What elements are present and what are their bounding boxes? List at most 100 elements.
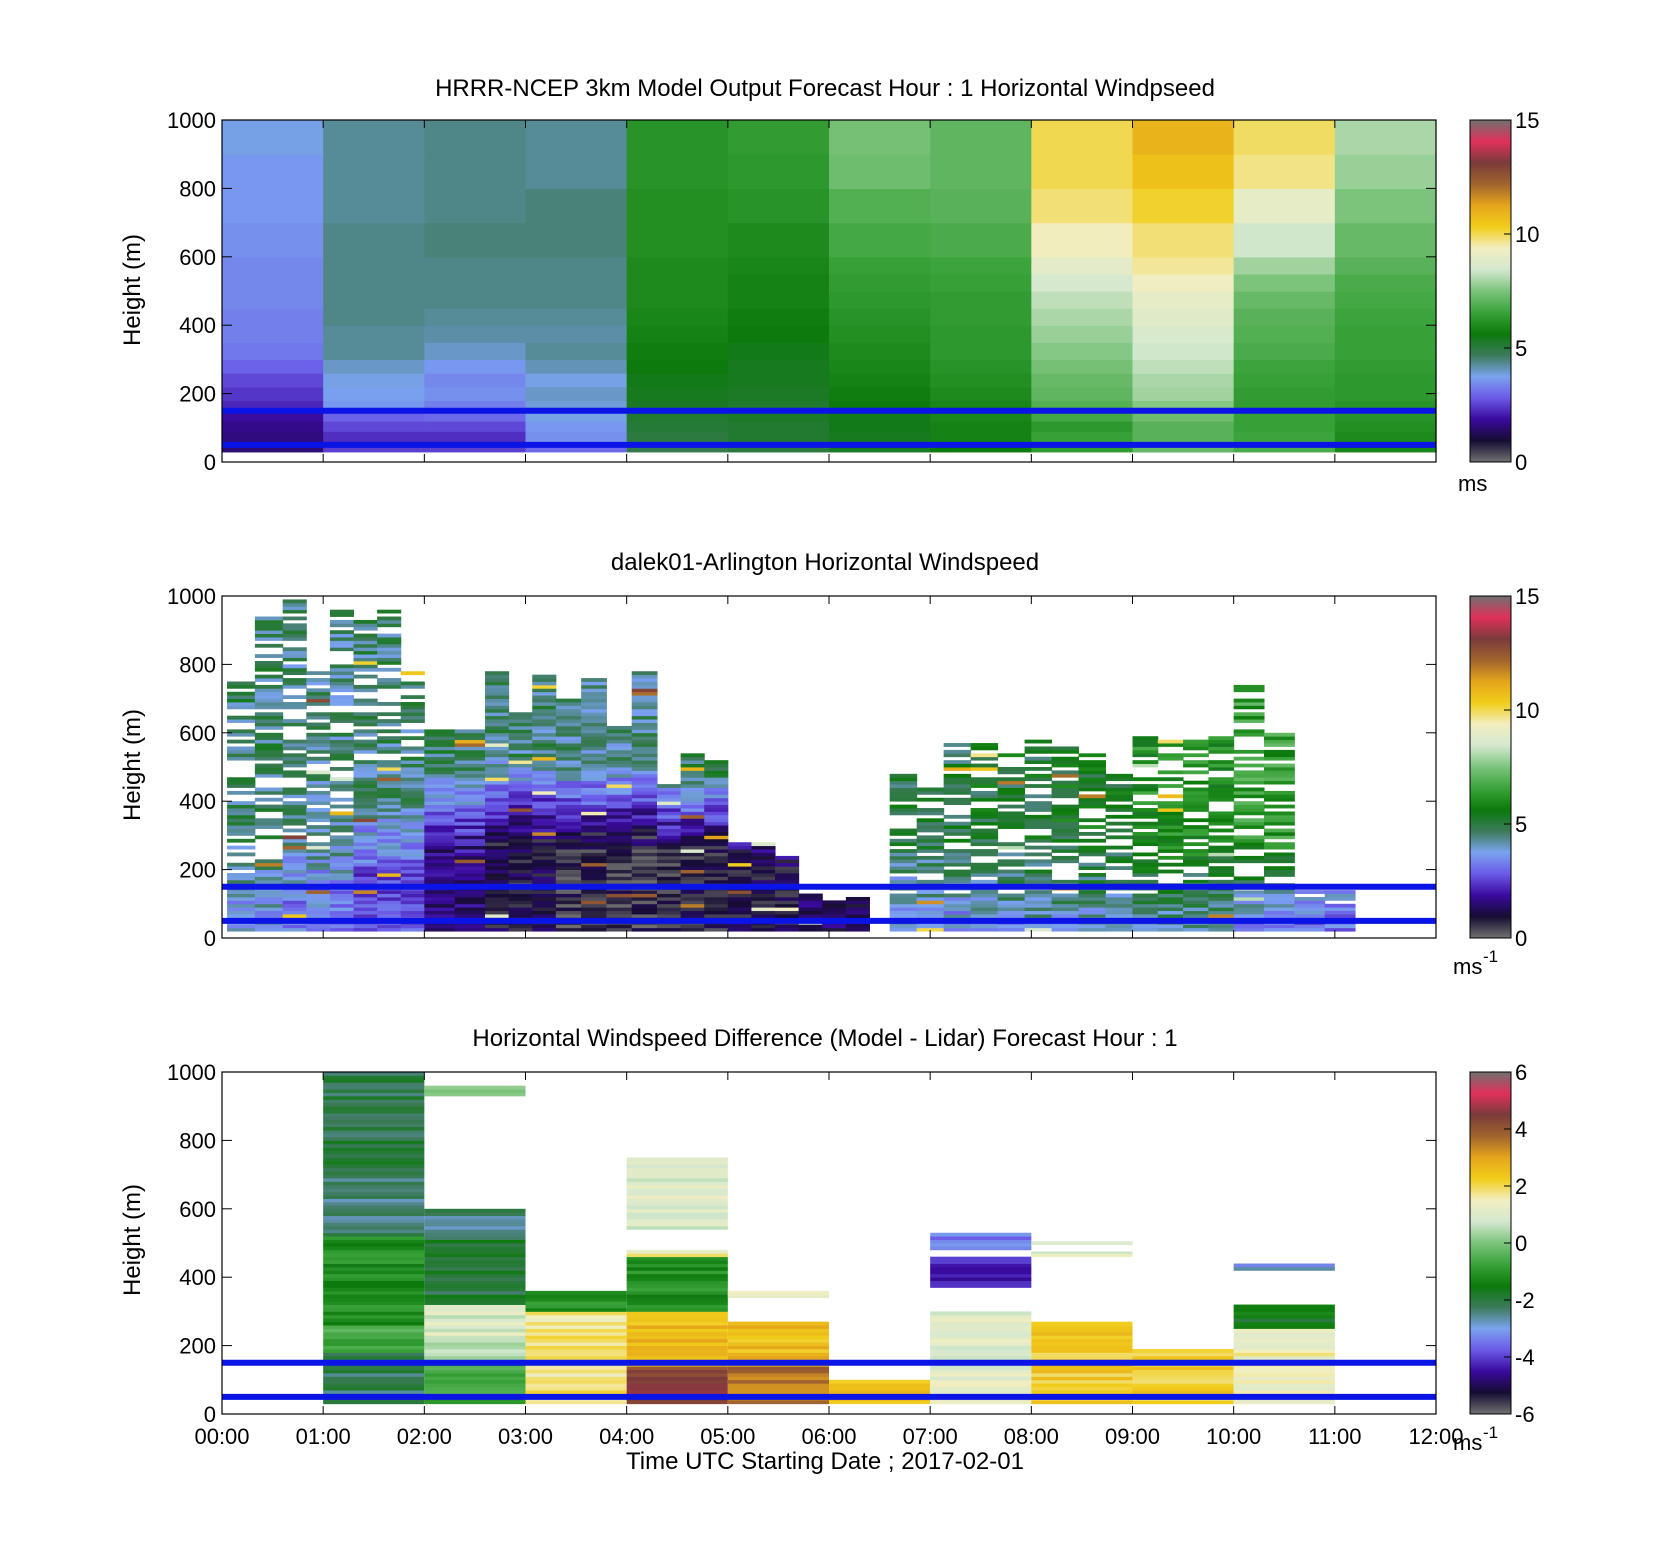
- lidar-cell: [254, 660, 284, 665]
- lidar-cell: [400, 767, 425, 771]
- diff-cell: [727, 1338, 829, 1343]
- diff-cell: [323, 1078, 425, 1083]
- lidar-cell: [1233, 845, 1265, 850]
- y-tick-label: 600: [179, 1197, 216, 1222]
- model-cell: [1233, 325, 1336, 343]
- lidar-cell: [454, 743, 486, 747]
- lidar-cell: [400, 811, 425, 816]
- lidar-cell: [254, 626, 284, 631]
- diff-cell: [626, 1369, 728, 1374]
- lidar-cell: [704, 831, 729, 836]
- lidar-cell: [916, 900, 945, 905]
- lidar-cell: [1051, 763, 1080, 768]
- lidar-cell: [329, 739, 355, 744]
- lidar-cell: [1208, 784, 1235, 788]
- lidar-cell: [1024, 859, 1053, 864]
- lidar-cell: [997, 770, 1026, 775]
- lidar-cell: [606, 797, 633, 802]
- lidar-cell: [1183, 900, 1209, 905]
- lidar-cell: [329, 647, 355, 652]
- lidar-cell: [254, 773, 284, 778]
- lidar-cell: [1233, 859, 1265, 864]
- lidar-cell: [424, 876, 456, 881]
- lidar-cell: [970, 814, 999, 819]
- lidar-cell: [916, 808, 945, 812]
- lidar-cell: [889, 831, 918, 836]
- model-cell: [1334, 188, 1437, 224]
- diff-cell: [424, 1208, 526, 1213]
- lidar-cell: [377, 910, 402, 915]
- diff-cell: [930, 1349, 1032, 1353]
- lidar-cell: [1132, 896, 1159, 901]
- lidar-cell: [424, 794, 456, 799]
- lidar-cell: [704, 794, 729, 799]
- lidar-cell: [889, 808, 918, 812]
- lidar-cell: [1233, 790, 1265, 795]
- lidar-cell: [916, 890, 945, 894]
- lidar-cell: [400, 907, 425, 912]
- lidar-cell: [306, 910, 331, 915]
- lidar-cell: [227, 914, 256, 918]
- lidar-cell: [1105, 903, 1133, 908]
- lidar-cell: [400, 825, 425, 829]
- lidar-cell: [227, 732, 256, 737]
- diff-cell: [930, 1335, 1032, 1340]
- diff-cell: [424, 1256, 526, 1261]
- lidar-cell: [943, 927, 972, 932]
- model-cell: [1132, 400, 1235, 412]
- lidar-cell: [485, 808, 510, 812]
- lidar-cell: [1157, 896, 1184, 901]
- diff-cell: [1031, 1372, 1133, 1377]
- lidar-cell: [606, 849, 633, 853]
- diff-cell: [525, 1390, 627, 1394]
- lidar-cell: [454, 866, 486, 870]
- lidar-cell: [353, 702, 378, 706]
- model-cell: [525, 359, 628, 374]
- lidar-cell: [282, 773, 307, 778]
- diff-cell: [323, 1150, 425, 1155]
- lidar-cell: [454, 790, 486, 795]
- lidar-cell: [306, 691, 331, 696]
- lidar-cell: [751, 859, 776, 864]
- lidar-cell: [916, 924, 945, 929]
- lidar-cell: [1024, 914, 1053, 918]
- lidar-cell: [508, 835, 533, 840]
- diff-cell: [626, 1280, 728, 1285]
- model-cell: [1132, 291, 1235, 309]
- lidar-cell: [1078, 777, 1107, 782]
- lidar-cell: [227, 784, 256, 788]
- lidar-cell: [606, 746, 633, 751]
- lidar-cell: [329, 787, 355, 792]
- lidar-cell: [631, 705, 658, 710]
- lidar-cell: [631, 695, 658, 699]
- lidar-cell: [485, 873, 510, 877]
- lidar-cell: [1208, 852, 1235, 857]
- lidar-cell: [1024, 900, 1053, 905]
- lidar-cell: [970, 896, 999, 901]
- diff-cell: [323, 1082, 425, 1087]
- model-cell: [930, 154, 1032, 189]
- lidar-cell: [581, 712, 607, 717]
- lidar-cell: [581, 760, 607, 764]
- y-tick-label: 600: [179, 245, 216, 270]
- lidar-cell: [889, 879, 918, 884]
- lidar-cell: [680, 835, 705, 840]
- lidar-cell: [1183, 780, 1209, 785]
- diff-cell: [626, 1400, 728, 1405]
- lidar-cell: [751, 910, 776, 915]
- lidar-cell: [454, 736, 486, 741]
- lidar-cell: [889, 903, 918, 908]
- lidar-cell: [254, 702, 284, 706]
- lidar-cell: [916, 879, 945, 884]
- lidar-cell: [424, 927, 456, 932]
- lidar-cell: [1233, 787, 1265, 792]
- lidar-cell: [282, 896, 307, 901]
- lidar-cell: [1105, 855, 1133, 860]
- model-cell: [222, 400, 324, 412]
- lidar-cell: [532, 732, 557, 737]
- lidar-cell: [943, 797, 972, 802]
- lidar-cell: [306, 770, 331, 775]
- lidar-cell: [1051, 770, 1080, 775]
- lidar-cell: [377, 660, 402, 665]
